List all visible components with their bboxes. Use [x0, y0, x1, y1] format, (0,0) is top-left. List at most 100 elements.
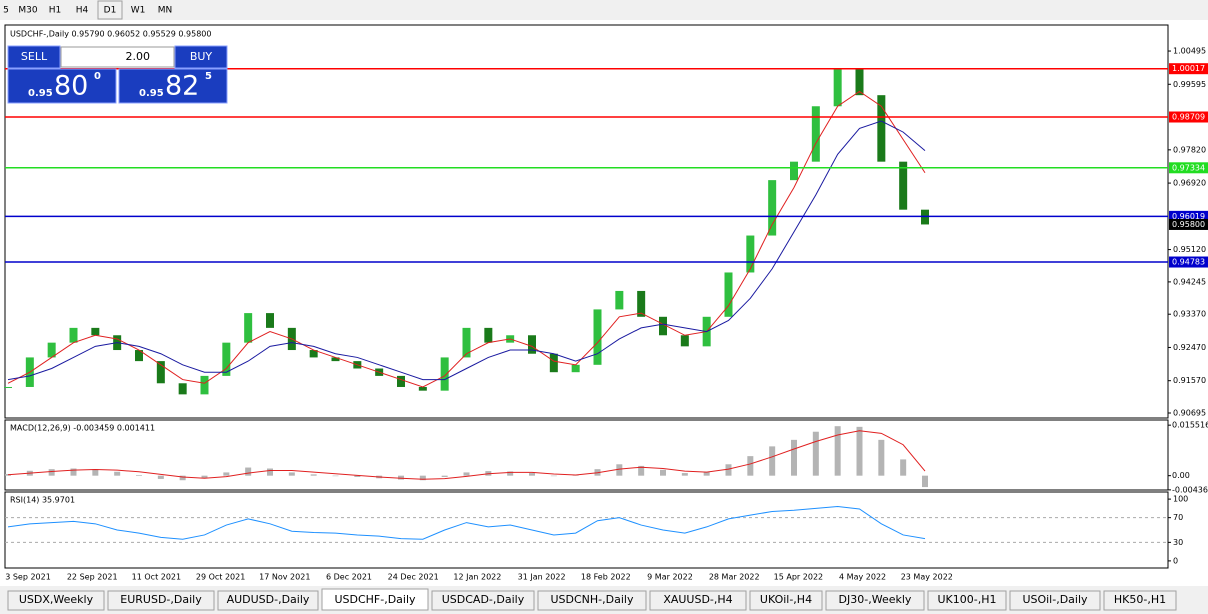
tab[interactable]	[217, 590, 319, 611]
timeframe-button[interactable]	[0, 1, 12, 19]
rsi-tick-label: 100	[1173, 495, 1188, 504]
macd-tick-label: 0.00	[1172, 471, 1190, 480]
sell-label[interactable]: SELL	[21, 50, 48, 63]
tab-label[interactable]: USDCHF-,Daily	[334, 593, 416, 606]
buy-button[interactable]	[174, 45, 228, 69]
macd-bar	[70, 468, 77, 476]
rsi-tick-label: 30	[1173, 538, 1183, 547]
sell-button[interactable]	[7, 45, 61, 69]
macd-tick-label: -0.00436	[1172, 485, 1208, 494]
candle	[91, 327, 100, 336]
price-prefix: 0.95	[139, 88, 164, 99]
price-big: 82	[165, 71, 199, 102]
tab[interactable]	[7, 590, 105, 611]
timeframe-button[interactable]	[126, 1, 150, 19]
timeframe-label[interactable]: 5	[3, 6, 9, 16]
macd-bar	[681, 473, 688, 476]
macd-panel	[4, 419, 1169, 491]
tab[interactable]	[1009, 590, 1101, 611]
timeframe-label[interactable]: H4	[76, 6, 89, 16]
macd-bar	[354, 475, 361, 477]
macd-bar	[834, 426, 841, 476]
timeframe-button[interactable]	[152, 1, 178, 19]
tab-label[interactable]: DJ30-,Weekly	[839, 593, 912, 606]
x-tick-label: 12 Jan 2022	[453, 573, 501, 582]
macd-bar	[157, 475, 164, 479]
candle	[484, 327, 493, 343]
level-label-box	[1169, 63, 1208, 75]
candle	[309, 350, 318, 358]
tab-label[interactable]: USDCAD-,Daily	[442, 593, 525, 606]
tab[interactable]	[537, 590, 647, 611]
macd-bar	[136, 475, 142, 476]
macd-bar	[791, 439, 797, 476]
tab-label[interactable]: XAUUSD-,H4	[663, 593, 732, 606]
tab[interactable]	[749, 590, 823, 611]
macd-bar	[616, 464, 623, 476]
candle	[331, 357, 340, 362]
tab[interactable]	[825, 590, 925, 611]
tab-label[interactable]: UK100-,H1	[938, 593, 997, 606]
tab-label[interactable]: USDCNH-,Daily	[551, 593, 634, 606]
tab-label[interactable]: USDX,Weekly	[19, 593, 94, 606]
y-tick-label: 0.97820	[1173, 145, 1206, 154]
buy-label[interactable]: BUY	[190, 50, 213, 63]
timeframe-label[interactable]: MN	[158, 6, 173, 16]
ma-fast-line	[7, 90, 926, 388]
price-prefix: 0.95	[28, 88, 53, 99]
macd-bar	[900, 459, 907, 476]
candle	[397, 375, 405, 387]
chart-header: USDCHF-,Daily 0.95790 0.96052 0.95529 0.…	[10, 30, 211, 39]
tab-label[interactable]: UKOil-,H4	[760, 593, 812, 606]
x-tick-label: 3 Sep 2021	[5, 573, 51, 582]
macd-bar	[419, 475, 426, 481]
y-tick-label: 1.00495	[1173, 47, 1206, 56]
macd-bar	[48, 469, 55, 476]
price-box[interactable]	[118, 68, 228, 104]
x-tick-label: 17 Nov 2021	[259, 573, 310, 582]
candle	[899, 161, 908, 210]
tab[interactable]	[1103, 590, 1177, 611]
ma-slow-line	[7, 120, 926, 381]
tab-label[interactable]: USOil-,Daily	[1022, 593, 1088, 606]
tab[interactable]	[927, 590, 1007, 611]
macd-bar	[245, 467, 252, 476]
macd-bar	[703, 471, 710, 476]
macd-signal-line	[7, 430, 926, 480]
timeframe-button[interactable]	[14, 1, 42, 19]
timeframe-button[interactable]	[70, 1, 94, 19]
macd-bar	[878, 439, 885, 476]
timeframe-label[interactable]: D1	[104, 6, 117, 16]
tab[interactable]	[431, 590, 535, 611]
candle	[462, 327, 471, 358]
timeframe-button[interactable]	[44, 1, 66, 19]
tab[interactable]	[321, 588, 429, 611]
timeframe-label[interactable]: M30	[18, 6, 37, 16]
tab[interactable]	[107, 590, 215, 611]
macd-bar	[856, 426, 863, 476]
tab-label[interactable]: HK50-,H1	[1114, 593, 1166, 606]
macd-bar	[92, 469, 99, 476]
rsi-tick-label: 70	[1173, 513, 1183, 522]
x-tick-label: 24 Dec 2021	[388, 573, 439, 582]
timeframe-label[interactable]: W1	[131, 6, 146, 16]
tab[interactable]	[649, 590, 747, 611]
candle	[528, 335, 536, 354]
price-box[interactable]	[7, 68, 117, 104]
x-tick-label: 28 Mar 2022	[709, 573, 760, 582]
timeframe-label[interactable]: H1	[49, 6, 62, 16]
y-tick-label: 0.99595	[1173, 80, 1206, 89]
candle	[593, 309, 602, 365]
lot-value[interactable]: 2.00	[126, 50, 151, 63]
candle	[877, 95, 886, 162]
lot-input[interactable]	[60, 46, 175, 68]
candle	[746, 235, 755, 273]
candle	[855, 69, 864, 96]
tab-label[interactable]: EURUSD-,Daily	[120, 593, 202, 606]
macd-bar	[922, 475, 928, 488]
tab-label[interactable]: AUDUSD-,Daily	[227, 593, 310, 606]
candle	[833, 69, 842, 107]
timeframe-button[interactable]	[97, 0, 123, 20]
macd-label: MACD(12,26,9) -0.003459 0.001411	[10, 424, 155, 433]
x-tick-label: 22 Sep 2021	[67, 573, 118, 582]
